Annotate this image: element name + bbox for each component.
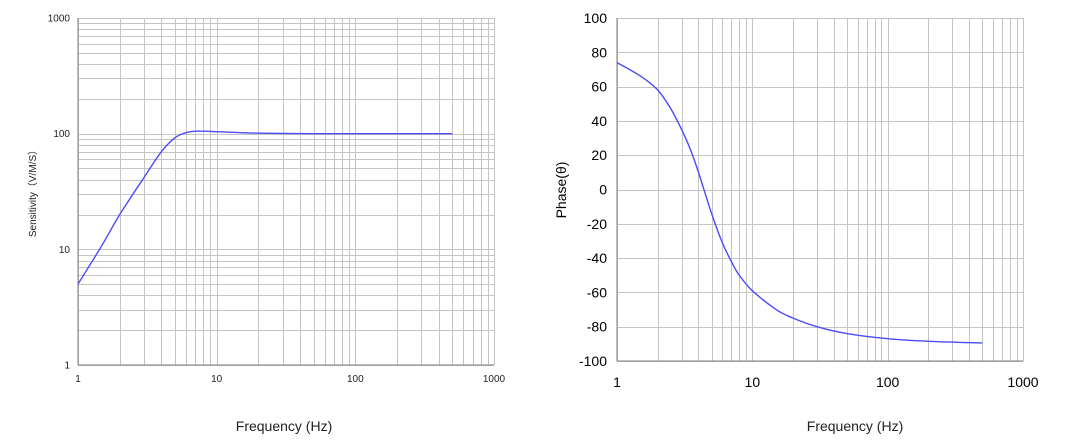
phase-curve — [616, 61, 983, 344]
phase-x-tick-label: 100 — [876, 374, 900, 390]
sensitivity-y-tick-label: 100 — [53, 129, 70, 140]
phase-y-tick-label: 80 — [591, 44, 607, 60]
phase-grid — [617, 18, 1024, 362]
sensitivity-x-axis-label: Frequency (Hz) — [236, 418, 332, 434]
phase-y-tick-label: 20 — [591, 147, 607, 163]
phase-x-ticks: 1 10 100 1000 — [613, 374, 1039, 390]
phase-y-tick-label: -20 — [587, 216, 607, 232]
sensitivity-chart: 1 10 100 1000 1 10 100 1000 Sensitivity（V/M/S）… — [27, 14, 506, 435]
phase-y-ticks: 100 80 60 40 20 0 -20 -40 -60 -80 -100 — [579, 10, 607, 369]
phase-y-tick-label: 100 — [584, 10, 608, 26]
phase-y-tick-label: 60 — [591, 79, 607, 95]
sensitivity-y-tick-label: 1 — [64, 361, 70, 372]
phase-x-tick-label: 1 — [613, 374, 621, 390]
sensitivity-y-ticks: 1 10 100 1000 — [48, 14, 71, 372]
sensitivity-x-ticks: 1 10 100 1000 — [75, 374, 505, 385]
phase-y-tick-label: -40 — [587, 250, 607, 266]
phase-y-tick-label: -80 — [587, 319, 607, 335]
phase-x-tick-label: 10 — [745, 374, 761, 390]
sensitivity-x-tick-label: 100 — [347, 374, 364, 385]
phase-y-tick-label: 40 — [591, 113, 607, 129]
phase-y-tick-label: -60 — [587, 284, 607, 300]
sensitivity-x-tick-label: 1 — [75, 374, 81, 385]
phase-x-tick-label: 1000 — [1007, 374, 1038, 390]
sensitivity-x-tick-label: 1000 — [483, 374, 506, 385]
phase-y-tick-label: -100 — [579, 353, 607, 369]
sensitivity-x-tick-label: 10 — [211, 374, 223, 385]
phase-y-axis-label: Phase(θ) — [553, 162, 569, 219]
sensitivity-y-tick-label: 1000 — [48, 14, 71, 25]
phase-y-tick-label: 0 — [599, 182, 607, 198]
sensitivity-y-tick-label: 10 — [59, 245, 71, 256]
phase-x-axis-label: Frequency (Hz) — [807, 418, 903, 434]
sensitivity-curve — [77, 130, 453, 285]
sensitivity-y-axis-label: Sensitivity（V/M/S） — [27, 145, 39, 237]
sensitivity-grid — [78, 18, 495, 366]
